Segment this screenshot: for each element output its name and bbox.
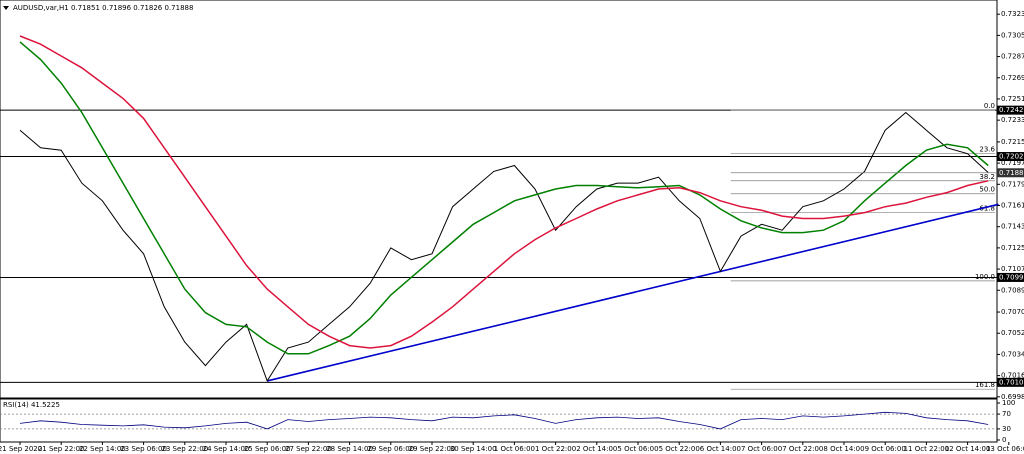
series-line: [19, 41, 989, 355]
fib-label: 100.0: [975, 273, 995, 281]
x-tick-label: 12 Oct 14:00: [945, 445, 991, 453]
x-tick-label: 5 Oct 22:00: [659, 445, 700, 453]
trendline: [267, 203, 999, 382]
rsi-tick-label: 70: [1002, 410, 1011, 418]
y-tick-label: 0.72335: [1001, 116, 1024, 124]
x-tick-label: 11 Oct 22:00: [904, 445, 950, 453]
level-label-box: [997, 377, 1024, 387]
x-tick-label: 23 Sep 22:00: [161, 445, 208, 453]
x-tick-label: 7 Oct 06:00: [741, 445, 782, 453]
x-tick-label: 8 Oct 14:00: [823, 445, 864, 453]
y-tick-label: 0.72875: [1001, 53, 1024, 61]
price-pane: [0, 0, 998, 399]
x-tick-label: 21 Sep 22:00: [38, 445, 85, 453]
x-tick-label: 22 Sep 14:00: [79, 445, 126, 453]
fib-label: 23.6: [979, 146, 995, 154]
y-tick-label: 0.73055: [1001, 31, 1024, 39]
x-tick-label: 27 Sep 22:00: [285, 445, 332, 453]
chart-title: AUDUSD,var,H1 0.71851 0.71896 0.71826 0.…: [13, 4, 193, 12]
rsi-title: RSI(14) 41.5225: [3, 401, 60, 409]
rsi-line: [19, 411, 989, 430]
x-tick-label: 1 Oct 06:00: [494, 445, 535, 453]
y-tick-label: 0.72515: [1001, 95, 1024, 103]
rsi-pane: [0, 398, 998, 443]
rsi-tick-label: 100: [1002, 399, 1015, 407]
x-tick-label: 21 Sep 2020: [0, 445, 42, 453]
x-tick-label: 13 Oct 06:00: [986, 445, 1024, 453]
y-tick-label: 0.73235: [1001, 10, 1024, 18]
x-tick-label: 28 Sep 14:00: [326, 445, 373, 453]
level-label-box: [997, 272, 1024, 282]
x-tick-label: 29 Sep 22:00: [409, 445, 456, 453]
fib-label: 61.8: [979, 205, 995, 213]
y-tick-label: 0.70345: [1001, 350, 1024, 358]
y-tick-label: 0.70165: [1001, 372, 1024, 380]
level-label-box: [997, 105, 1024, 115]
x-tick-label: 6 Oct 14:00: [700, 445, 741, 453]
x-tick-label: 2 Oct 14:00: [576, 445, 617, 453]
x-tick-label: 25 Sep 06:00: [244, 445, 291, 453]
current-price-label: 0.71888: [999, 169, 1024, 177]
x-tick-label: 1 Oct 22:00: [535, 445, 576, 453]
x-tick-label: 30 Sep 14:00: [450, 445, 497, 453]
y-tick-label: 0.70705: [1001, 308, 1024, 316]
x-tick-label: 7 Oct 22:00: [782, 445, 823, 453]
x-tick-label: 9 Oct 06:00: [865, 445, 906, 453]
menu-arrow: [3, 6, 9, 10]
x-tick-label: 5 Oct 06:00: [617, 445, 658, 453]
x-tick-label: 24 Sep 14:00: [203, 445, 250, 453]
current-price-box: [997, 168, 1024, 178]
fib-label: 161.8: [975, 381, 995, 389]
y-tick-label: 0.70525: [1001, 329, 1024, 337]
y-tick-label: 0.72695: [1001, 74, 1024, 82]
y-tick-label: 0.69985: [1001, 393, 1024, 401]
level-label-box: [997, 152, 1024, 162]
level-label: 0.72026: [999, 153, 1024, 161]
x-tick-label: 23 Sep 06:00: [120, 445, 167, 453]
level-label: 0.70108: [999, 378, 1024, 386]
series-line: [19, 35, 989, 349]
series-line: [19, 111, 989, 383]
rsi-tick-label: 30: [1002, 425, 1011, 433]
x-tick-label: 29 Sep 06:00: [367, 445, 414, 453]
rsi-tick-label: 0: [1002, 436, 1006, 444]
fib-label: 50.0: [979, 186, 995, 194]
fib-label: 38.2: [979, 173, 995, 181]
level-label: 0.70999: [999, 273, 1024, 281]
fib-label: 0.0: [984, 102, 995, 110]
